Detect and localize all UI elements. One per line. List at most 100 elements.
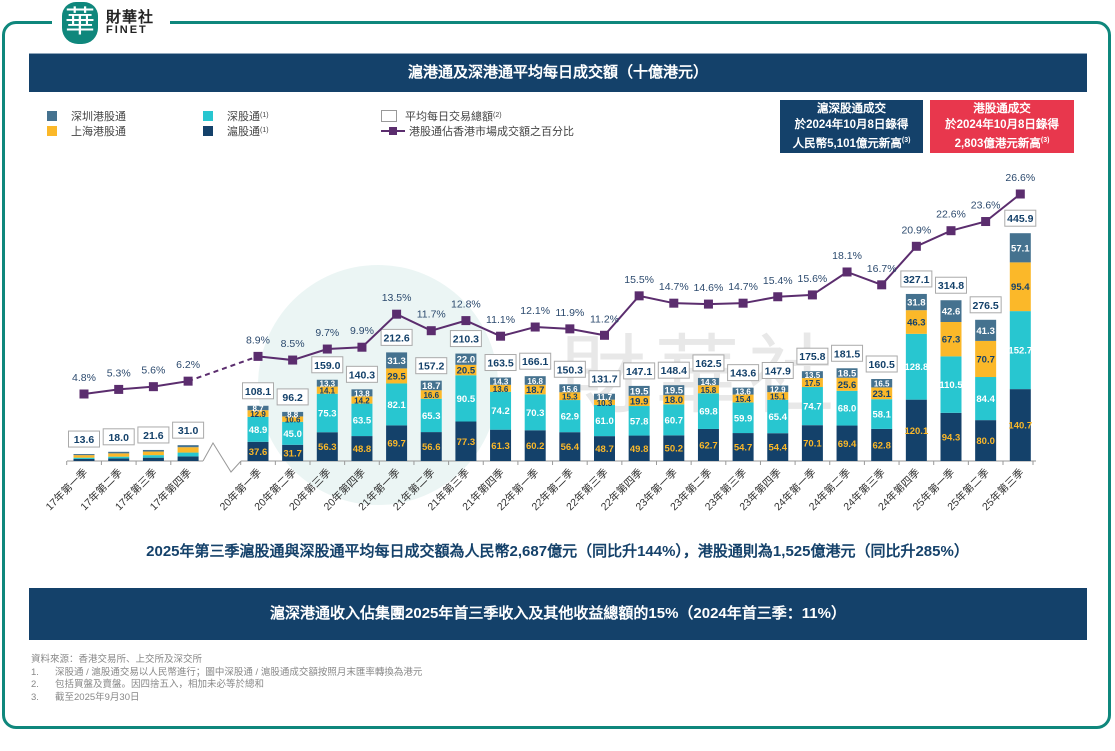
total-box: [831, 344, 864, 362]
legend-swatch: [203, 125, 213, 136]
bar-segment: [420, 398, 442, 433]
chart-title: 滬港通及深港通平均每日成交額（十億港元）: [29, 53, 1087, 92]
bar-segment: [1009, 311, 1031, 390]
segment-label: 16.5: [874, 380, 890, 389]
footnote-3: 3. 截至2025年9月30日: [31, 691, 140, 703]
percentage-label: 15.6%: [798, 273, 828, 285]
bar-segment: [975, 420, 997, 461]
bar-segment: [108, 456, 130, 459]
percentage-marker: [392, 309, 402, 319]
segment-label: 41.3: [976, 326, 995, 337]
total-box: [692, 354, 725, 372]
bar-segment: [801, 425, 823, 461]
segment-label: 15.6: [562, 385, 578, 394]
bar-segment: [940, 321, 962, 357]
percentage-marker: [738, 298, 748, 308]
bar-segment: [767, 392, 789, 400]
bar-segment: [905, 310, 927, 334]
segment-label: 18.0: [665, 395, 684, 406]
legend-box-swatch: [381, 109, 397, 122]
bar-segment: [247, 405, 269, 411]
footnote-1: 1. 深股通 / 滬股通交易以人民幣進行；圖中深股通 / 滬股通成交額按照月末匯率…: [31, 666, 423, 678]
bar-segment: [767, 433, 789, 461]
bar-segment: [940, 356, 962, 413]
total-box: [415, 357, 448, 375]
percentage-label: 12.8%: [451, 299, 481, 311]
percentage-marker: [807, 290, 817, 300]
bar-segment: [663, 395, 685, 405]
percentage-label: 11.2%: [590, 313, 619, 325]
percentage-label: 13.5%: [382, 292, 412, 304]
percentage-label: 20.9%: [901, 224, 931, 236]
segment-label: 56.6: [422, 442, 441, 453]
bar-segment: [594, 399, 615, 405]
segment-label: 65.3: [422, 411, 441, 422]
percentage-label: 8.9%: [246, 334, 270, 346]
bar-segment: [732, 394, 754, 403]
bar-segment: [801, 378, 823, 388]
total-label: 31.0: [178, 425, 199, 437]
segment-label: 61.0: [595, 416, 614, 427]
bar-segment: [559, 384, 581, 393]
percentage-label: 11.7%: [417, 309, 446, 321]
segment-label: 50.2: [665, 444, 684, 455]
segment-label: 15.4: [735, 395, 751, 404]
segment-label: 82.1: [387, 400, 406, 411]
segment-label: 12.9: [770, 385, 786, 394]
bar-segment: [142, 455, 164, 458]
bar-segment: [177, 456, 199, 461]
segment-label: 59.9: [734, 413, 753, 424]
percentage-marker: [461, 316, 471, 326]
total-box: [553, 360, 586, 378]
callout-southbound-record: 港股通成交 於2024年10月8日錄得 2,803億港元新高(3): [930, 100, 1074, 153]
segment-label: 14.2: [354, 397, 370, 406]
segment-label: 62.7: [699, 440, 718, 451]
segment-label: 62.8: [872, 440, 891, 451]
total-box: [727, 364, 760, 382]
percentage-marker: [496, 331, 506, 341]
bar-segment: [386, 425, 408, 461]
legend-item-sz-southbound: 深圳港股通: [47, 108, 126, 123]
segment-label: 60.7: [665, 415, 684, 426]
total-box: [68, 430, 100, 448]
bar-segment: [559, 400, 581, 433]
bar-segment: [351, 436, 373, 461]
segment-label: 152.7: [1008, 346, 1032, 357]
bar-segment: [420, 432, 442, 461]
bar-segment: [108, 458, 130, 461]
percentage-marker: [288, 355, 298, 365]
percentage-marker: [981, 217, 991, 227]
bar-segment: [524, 430, 546, 461]
segment-label: 54.4: [769, 443, 788, 454]
percentage-marker: [669, 298, 679, 308]
bar-segment: [282, 416, 304, 422]
segment-label: 70.7: [976, 354, 995, 365]
bar-segment: [1009, 389, 1031, 461]
segment-label: 16.8: [527, 377, 543, 386]
segment-label: 70.3: [526, 408, 545, 419]
percentage-label: 12.1%: [520, 305, 550, 317]
total-label: 108.1: [245, 386, 271, 398]
bar-segment: [177, 452, 199, 457]
segment-label: 69.8: [699, 407, 718, 418]
segment-label: 14.1: [320, 387, 336, 396]
total-label: 148.4: [661, 365, 687, 377]
bar-segment: [524, 376, 546, 385]
segment-label: 14.3: [701, 378, 717, 387]
segment-label: 18.7: [526, 385, 545, 396]
segment-label: 29.5: [387, 371, 406, 382]
bar-segment: [663, 385, 685, 396]
total-box: [865, 355, 898, 373]
percentage-marker: [773, 292, 783, 302]
segment-label: 8.8: [287, 411, 299, 420]
percentage-label: 6.2%: [176, 359, 200, 371]
bar-segment: [73, 454, 95, 456]
bar-segment: [836, 425, 858, 461]
bar-segment: [767, 385, 789, 393]
segment-label: 48.9: [249, 425, 268, 436]
bar-segment: [73, 455, 95, 458]
total-label: 96.2: [282, 392, 303, 404]
percentage-label: 22.6%: [936, 209, 966, 221]
segment-label: 15.1: [770, 392, 786, 401]
bar-segment: [108, 451, 130, 454]
